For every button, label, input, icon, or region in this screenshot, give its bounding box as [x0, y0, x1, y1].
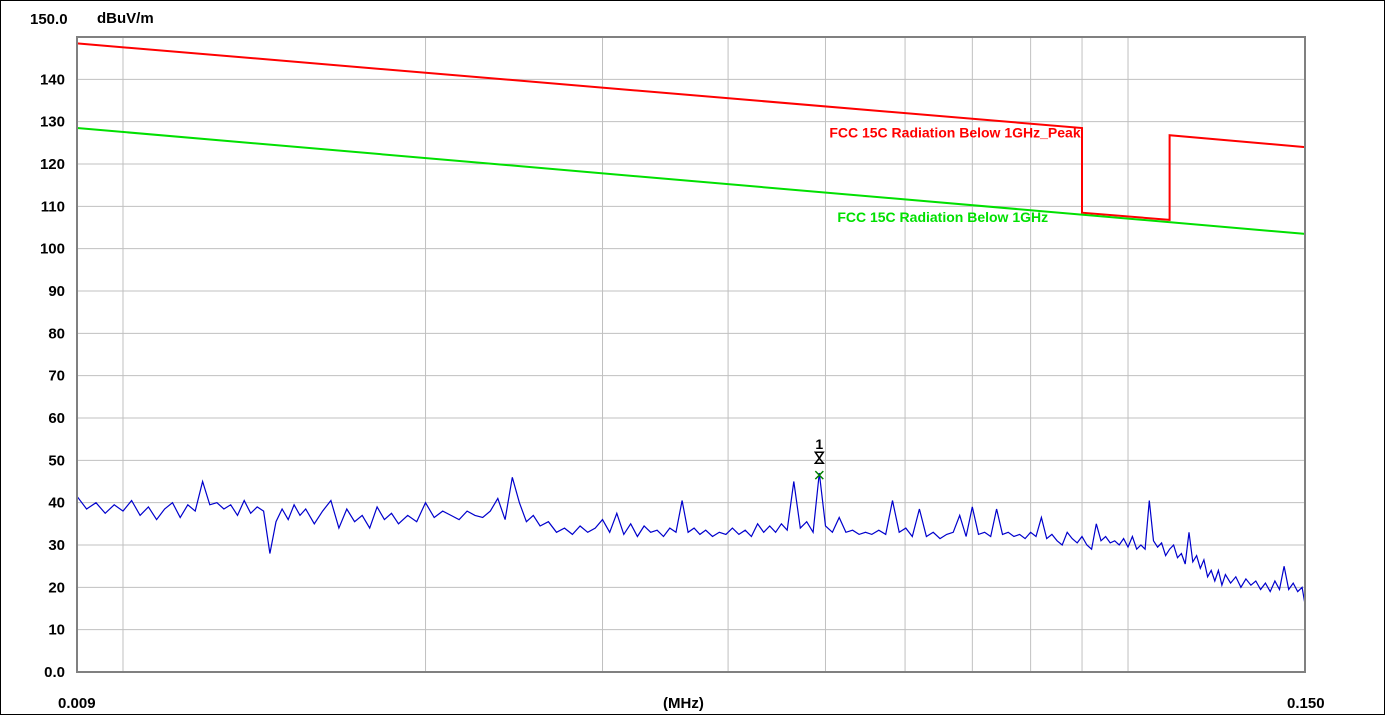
- y-axis-top-value: 150.0: [30, 11, 68, 28]
- y-tick-label: 80: [48, 325, 65, 342]
- y-tick-label: 90: [48, 283, 65, 300]
- y-tick-label: 120: [40, 156, 65, 173]
- measurement-trace: [76, 472, 1306, 605]
- markers: 1: [813, 436, 825, 480]
- x-axis-unit-label: (MHz): [663, 695, 704, 712]
- y-tick-label: 50: [48, 452, 65, 469]
- plot-frame: [76, 36, 1306, 673]
- peak-marker-icon: [813, 451, 825, 464]
- limit-line: [76, 127, 1306, 235]
- y-tick-label: 110: [41, 198, 65, 215]
- y-tick-label: 140: [40, 71, 65, 88]
- y-tick-label: 60: [48, 410, 65, 427]
- y-axis-unit-label: dBuV/m: [97, 10, 154, 27]
- y-tick-label: 0.0: [44, 664, 65, 681]
- x-axis-start-label: 0.009: [58, 695, 96, 712]
- limit-line-label: FCC 15C Radiation Below 1GHz: [837, 209, 1048, 225]
- trace-layer: [76, 472, 1306, 605]
- qp-marker-icon: [814, 470, 824, 480]
- marker-label: 1: [815, 436, 823, 452]
- grid: [77, 37, 1305, 672]
- y-tick-label: 10: [48, 622, 65, 639]
- plot-area-background: [77, 37, 1305, 672]
- limit-line: [76, 42, 1306, 221]
- y-tick-label: 130: [40, 114, 65, 131]
- limit-lines: FCC 15C Radiation Below 1GHz_Peak FCC 15C…: [76, 42, 1306, 235]
- y-tick-label: 40: [48, 495, 65, 512]
- y-tick-label: 100: [40, 241, 65, 258]
- y-tick-label: 70: [48, 368, 65, 385]
- x-axis-end-label: 0.150: [1287, 695, 1325, 712]
- y-tick-label: 30: [48, 537, 65, 554]
- y-axis-tick-labels: 0.0 10 20 30 40 50 60 70 80 90 100 110 120 130 140: [40, 71, 65, 681]
- limit-line-label: FCC 15C Radiation Below 1GHz_Peak: [829, 124, 1081, 140]
- y-tick-label: 20: [48, 579, 65, 596]
